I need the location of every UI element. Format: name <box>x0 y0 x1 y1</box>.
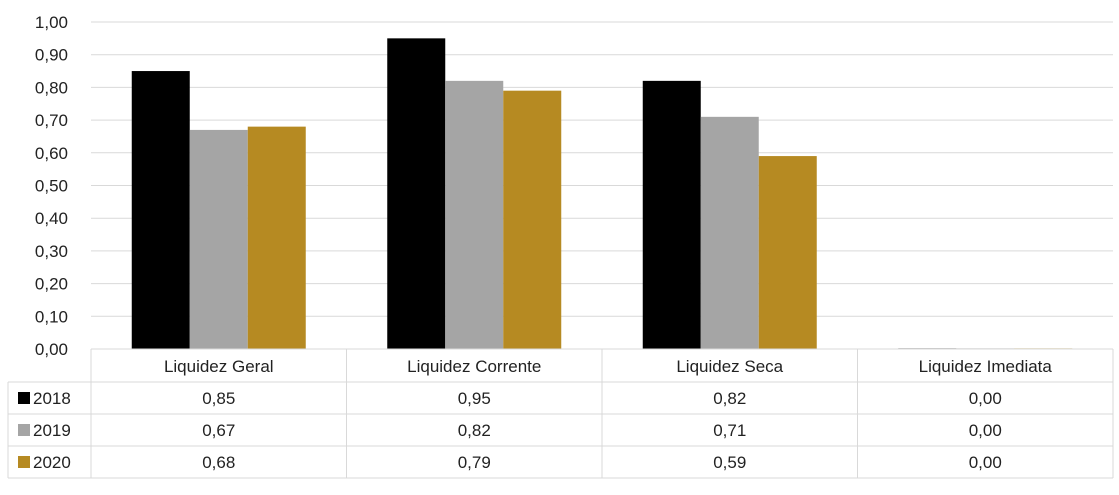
category-label: Liquidez Imediata <box>919 357 1053 376</box>
bar-2020 <box>247 126 306 349</box>
data-table: Liquidez Geral Liquidez Corrente Liquidez … <box>7 348 1114 479</box>
bar-2019 <box>700 116 759 349</box>
y-tick-label: 0,20 <box>35 275 68 294</box>
data-label: 0,68 <box>202 453 235 472</box>
data-label: 0,82 <box>713 389 746 408</box>
legend-swatch-2019 <box>18 424 30 436</box>
data-label: 0,71 <box>713 421 746 440</box>
y-tick-label: 0,80 <box>35 78 68 97</box>
bar-2018 <box>642 80 701 350</box>
data-label: 0,59 <box>713 453 746 472</box>
data-label: 0,85 <box>202 389 235 408</box>
bars <box>131 38 1073 350</box>
legend-swatch-2020 <box>18 456 30 468</box>
y-tick-label: 1,00 <box>35 13 68 32</box>
bar-2018 <box>387 38 446 349</box>
legend-label: 2020 <box>33 453 71 472</box>
legend-label: 2019 <box>33 421 71 440</box>
data-label: 0,00 <box>969 389 1002 408</box>
data-label: 0,82 <box>458 421 491 440</box>
y-tick-label: 0,30 <box>35 242 68 261</box>
y-tick-label: 0,70 <box>35 111 68 130</box>
category-label: Liquidez Seca <box>676 357 783 376</box>
category-label: Liquidez Corrente <box>407 357 541 376</box>
data-label: 0,00 <box>969 421 1002 440</box>
y-tick-label: 0,50 <box>35 177 68 196</box>
bar-2018 <box>131 71 190 350</box>
y-tick-label: 0,00 <box>35 340 68 359</box>
bar-2020 <box>758 156 817 349</box>
bar-2020 <box>503 90 562 350</box>
category-label: Liquidez Geral <box>164 357 274 376</box>
legend-label: 2018 <box>33 389 71 408</box>
legend-swatch-2018 <box>18 392 30 404</box>
data-label: 0,67 <box>202 421 235 440</box>
bar-2019 <box>189 129 248 349</box>
data-label: 0,95 <box>458 389 491 408</box>
y-tick-label: 0,40 <box>35 209 68 228</box>
y-axis: 0,00 0,10 0,20 0,30 0,40 0,50 0,60 0,70 0,80 0,90… <box>35 13 68 359</box>
y-tick-label: 0,10 <box>35 307 68 326</box>
data-label: 0,79 <box>458 453 491 472</box>
bar-2019 <box>445 80 504 350</box>
data-label: 0,00 <box>969 453 1002 472</box>
y-tick-label: 0,90 <box>35 46 68 65</box>
y-tick-label: 0,60 <box>35 144 68 163</box>
